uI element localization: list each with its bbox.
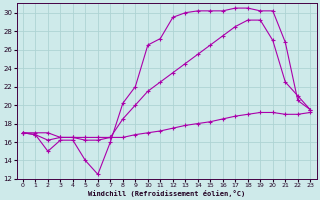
X-axis label: Windchill (Refroidissement éolien,°C): Windchill (Refroidissement éolien,°C) [88,190,245,197]
